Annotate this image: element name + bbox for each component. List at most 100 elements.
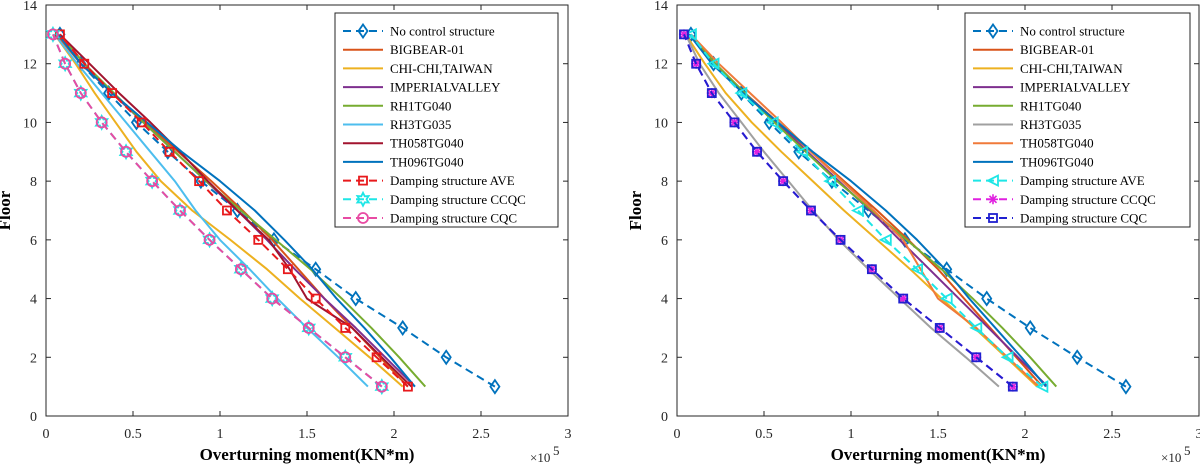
data-point-marker <box>282 264 293 275</box>
data-point-marker <box>253 234 264 245</box>
data-point-marker <box>264 290 280 308</box>
series-rh3tg035 <box>684 33 1000 388</box>
data-point-marker <box>1120 378 1132 395</box>
data-point-marker <box>94 113 110 131</box>
data-point-marker <box>146 175 159 188</box>
series-chi-chi-taiwan <box>684 33 1038 388</box>
data-point-marker <box>440 349 452 366</box>
data-point-marker <box>57 55 73 73</box>
legend-box <box>334 12 559 228</box>
legend-label: Damping structure CQC <box>390 211 517 226</box>
legend-label: Damping structure CCQC <box>1020 192 1156 207</box>
legend-label: CHI-CHI,TAIWAN <box>1020 61 1123 76</box>
series-rh1tg040 <box>59 33 427 388</box>
legend-swatch-marker <box>988 213 998 223</box>
legend-swatch-marker <box>355 190 371 208</box>
x-tick-label: 2.5 <box>1103 427 1121 442</box>
data-point-marker <box>79 58 90 69</box>
y-tick-label: 4 <box>30 293 37 308</box>
y-tick-label: 8 <box>661 175 668 190</box>
legend-swatch-marker <box>358 175 368 186</box>
series-line <box>684 33 1038 388</box>
data-point-marker <box>339 351 352 364</box>
data-point-marker <box>73 84 89 102</box>
data-point-marker <box>752 146 763 157</box>
data-point-marker <box>202 231 217 249</box>
data-point-marker <box>1035 380 1049 394</box>
series-rh1tg040 <box>690 33 1058 388</box>
data-point-marker <box>734 86 748 100</box>
y-tick-label: 14 <box>654 0 668 14</box>
data-point-marker <box>678 29 689 40</box>
x-tick-label: 1 <box>217 427 224 442</box>
data-point-marker <box>222 205 232 216</box>
data-point-marker <box>489 378 501 395</box>
data-point-marker <box>375 380 388 393</box>
series-line <box>690 33 1040 388</box>
legend-label: No control structure <box>1020 24 1125 39</box>
legend-label: Damping structure CQC <box>1020 211 1147 226</box>
data-point-marker <box>850 204 864 217</box>
data-point-marker <box>233 260 249 278</box>
chart-panel-2: 0 0.5 1 1.5 2 2.5 3 0 2 4 6 8 10 12 14 Overturning mome… <box>626 0 1200 465</box>
data-point-marker <box>136 117 147 128</box>
data-point-marker <box>203 233 216 246</box>
x-tick-label: 2.5 <box>472 427 490 442</box>
legend-swatch-marker <box>987 22 999 40</box>
data-point-marker <box>371 352 382 363</box>
data-point-marker <box>729 117 740 128</box>
data-point-marker <box>679 29 689 40</box>
data-point-marker <box>47 28 59 41</box>
data-point-marker <box>350 290 362 307</box>
y-tick-label: 2 <box>30 351 37 366</box>
legend-label: BIGBEAR-01 <box>1020 42 1094 57</box>
data-point-marker <box>898 293 909 304</box>
x-tick-label: 0.5 <box>755 427 773 442</box>
series-line <box>683 34 1014 388</box>
data-point-marker <box>805 205 816 216</box>
legend-swatch-marker <box>988 194 998 205</box>
legend: No control structure BIGBEAR-01 CHI-CHI,TA… <box>964 12 1191 228</box>
data-point-marker <box>107 88 118 98</box>
x-tick-label: 1 <box>848 427 855 442</box>
legend-label: Damping structure AVE <box>1020 173 1145 188</box>
data-point-marker <box>1071 349 1083 366</box>
x-tick-label: 0 <box>674 427 681 442</box>
y-tick-label: 8 <box>30 175 37 190</box>
data-point-marker <box>898 293 909 304</box>
series-line <box>690 33 1044 388</box>
x-tick-label: 3 <box>565 427 572 442</box>
series-line <box>53 33 369 388</box>
series-line <box>684 33 1000 388</box>
data-point-marker <box>302 322 315 334</box>
data-point-marker <box>266 292 279 305</box>
series-line <box>59 33 413 388</box>
legend-swatch-marker <box>985 174 999 188</box>
legend-swatch-marker <box>357 212 369 224</box>
series-line <box>59 33 409 388</box>
data-point-marker <box>1024 319 1036 337</box>
x-tick-label: 1.5 <box>298 427 316 442</box>
data-point-marker <box>706 88 717 98</box>
data-point-marker <box>691 58 702 69</box>
data-point-marker <box>778 176 789 187</box>
data-point-marker <box>706 57 720 71</box>
legend-swatch-marker <box>357 22 369 40</box>
series-chi-chi-taiwan <box>53 33 404 388</box>
data-point-marker <box>172 202 188 219</box>
data-point-marker <box>1000 350 1014 364</box>
data-point-marker <box>59 57 72 70</box>
y-tick-label: 0 <box>30 410 37 425</box>
legend-label: IMPERIALVALLEY <box>1020 80 1131 95</box>
legend-label: TH096TG040 <box>1020 154 1094 169</box>
series-th058tg040 <box>690 33 1040 388</box>
data-point-marker <box>683 27 697 41</box>
legend-label: TH058TG040 <box>1020 136 1094 151</box>
legend-label: No control structure <box>390 24 495 39</box>
legend-label: IMPERIALVALLEY <box>390 80 501 95</box>
x-axis-multiplier-exponent: 5 <box>553 443 560 458</box>
legend-label: RH1TG040 <box>390 98 451 113</box>
data-point-marker <box>340 323 351 333</box>
x-tick-label: 0 <box>43 427 50 442</box>
